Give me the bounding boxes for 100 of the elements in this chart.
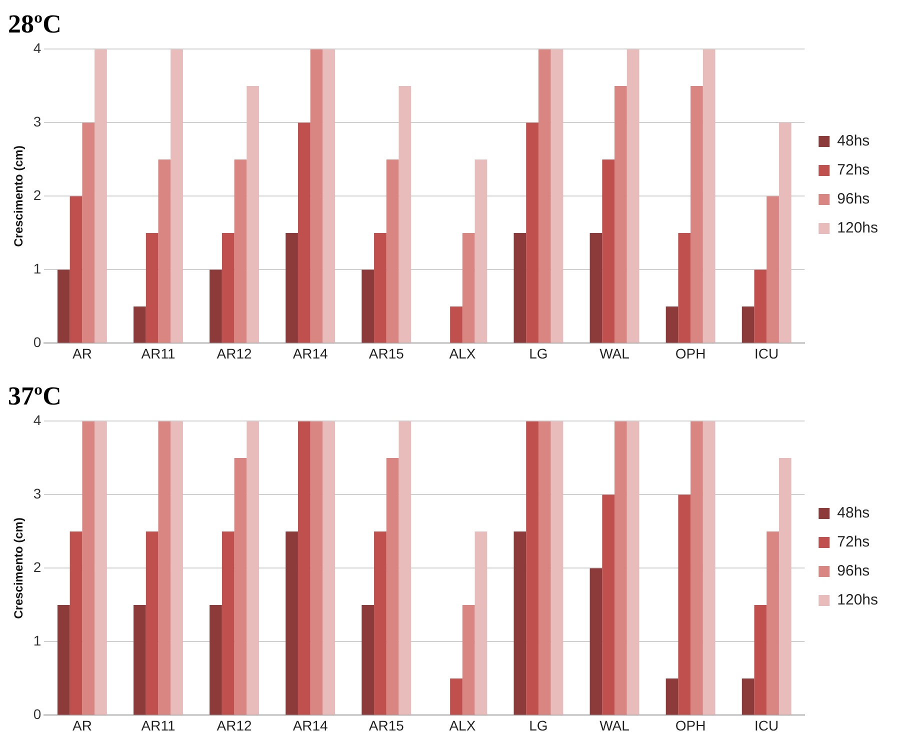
bar <box>398 86 412 343</box>
chart-title: 28ºC <box>8 9 62 38</box>
bar <box>666 678 678 715</box>
bar <box>57 604 70 715</box>
bar <box>526 421 538 715</box>
x-tick-label: AR12 <box>216 717 252 734</box>
x-tick-label: LG <box>529 717 548 734</box>
y-tick-label: 0 <box>33 706 42 722</box>
x-tick-label: AR11 <box>141 717 176 734</box>
bar <box>614 421 627 715</box>
bar <box>614 86 627 343</box>
bar <box>462 604 475 715</box>
y-tick-label: 2 <box>33 187 42 204</box>
bar <box>538 49 551 343</box>
bar <box>158 421 171 715</box>
bar <box>590 568 602 715</box>
x-tick-label: ICU <box>754 345 779 362</box>
bar <box>702 49 716 343</box>
bar <box>450 306 462 343</box>
bar <box>286 232 298 343</box>
bar <box>222 531 234 715</box>
bar <box>82 421 95 715</box>
x-tick-label: OPH <box>675 717 706 734</box>
bar <box>398 421 412 715</box>
bar <box>210 270 222 343</box>
bar <box>450 678 462 715</box>
legend-label: 120hs <box>837 592 878 609</box>
bar <box>602 159 615 343</box>
x-tick-label: WAL <box>600 717 630 734</box>
bar <box>666 306 678 343</box>
x-tick-label: LG <box>529 345 548 362</box>
bar <box>246 421 260 715</box>
legend-label: 72hs <box>837 534 870 551</box>
bar <box>526 122 538 343</box>
bar <box>374 232 386 343</box>
bar <box>690 421 703 715</box>
bar <box>590 232 602 343</box>
bar <box>754 604 767 715</box>
y-axis-title: Crescimento (cm) <box>12 146 26 247</box>
bar <box>362 604 374 715</box>
y-tick-label: 4 <box>33 40 42 56</box>
bar <box>134 604 146 715</box>
bar <box>766 531 779 715</box>
x-tick-label: WAL <box>600 345 630 362</box>
y-axis-title: Crescimento (cm) <box>12 518 26 619</box>
bar <box>702 421 716 715</box>
bar <box>462 232 475 343</box>
legend-label: 48hs <box>837 504 870 522</box>
bar <box>778 458 792 715</box>
bar <box>57 270 70 343</box>
bar <box>386 458 399 715</box>
bar <box>678 232 691 343</box>
legend-label: 48hs <box>837 132 870 150</box>
bar <box>626 49 640 343</box>
x-tick-label: AR12 <box>216 345 252 362</box>
x-tick-label: ALX <box>449 717 476 734</box>
x-tick-label: ICU <box>754 717 779 734</box>
bar <box>234 159 247 343</box>
x-tick-label: AR <box>72 345 92 362</box>
bar <box>626 421 640 715</box>
bar <box>298 122 310 343</box>
x-tick-label: OPH <box>675 345 706 362</box>
bar <box>134 306 146 343</box>
bar <box>310 49 323 343</box>
bar <box>386 159 399 343</box>
bar <box>742 678 754 715</box>
bar <box>514 531 526 715</box>
x-tick-label: AR14 <box>292 345 328 362</box>
bar <box>362 270 374 343</box>
bar <box>678 494 691 715</box>
bar <box>778 122 792 343</box>
bar <box>742 306 754 343</box>
legend-label: 120hs <box>837 220 878 237</box>
bar <box>538 421 551 715</box>
bar <box>298 421 310 715</box>
y-tick-label: 4 <box>33 412 42 428</box>
bar <box>286 531 298 715</box>
bar <box>234 458 247 715</box>
bar <box>550 49 564 343</box>
bar <box>690 86 703 343</box>
bar <box>210 604 222 715</box>
bar <box>146 232 158 343</box>
chart-title: 37ºC <box>8 381 62 410</box>
x-tick-label: AR11 <box>141 345 176 362</box>
bar <box>70 531 82 715</box>
bar <box>322 421 336 715</box>
y-tick-label: 3 <box>33 486 42 502</box>
legend-label: 96hs <box>837 190 870 208</box>
bar <box>94 49 107 343</box>
bar <box>754 270 767 343</box>
y-tick-label: 1 <box>33 260 42 277</box>
bar <box>94 421 107 715</box>
bar <box>550 421 564 715</box>
x-tick-label: AR15 <box>368 345 404 362</box>
bar <box>82 122 95 343</box>
bar <box>170 421 183 715</box>
y-tick-label: 3 <box>33 114 42 130</box>
bar <box>514 232 526 343</box>
y-tick-label: 0 <box>33 334 42 350</box>
bar <box>70 196 82 343</box>
